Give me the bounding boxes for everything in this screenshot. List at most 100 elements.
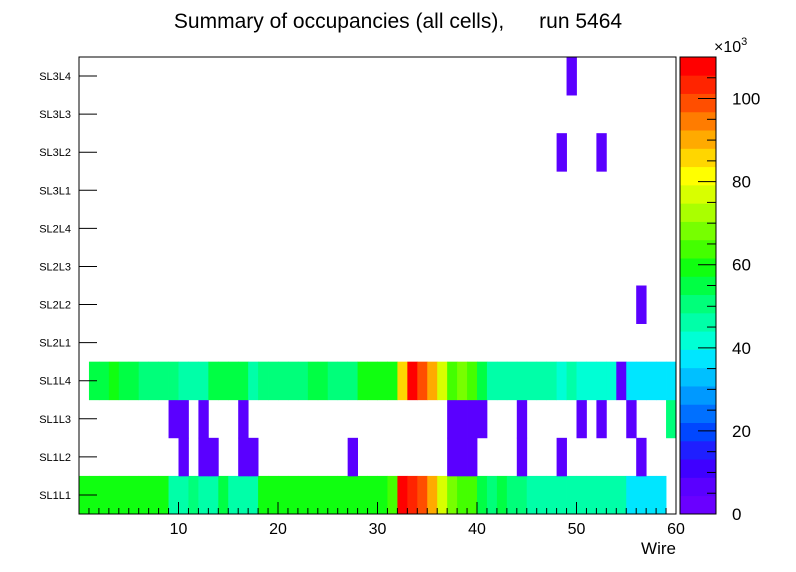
heatmap-cell xyxy=(566,475,577,515)
heatmap-cell xyxy=(158,475,169,515)
heatmap-cell xyxy=(198,399,209,439)
heatmap-cell xyxy=(606,361,617,401)
color-scale-band xyxy=(680,404,716,423)
heatmap-cell xyxy=(556,133,567,172)
heatmap-cell xyxy=(417,475,428,515)
heatmap-cell xyxy=(397,475,408,515)
heatmap-cell xyxy=(367,361,378,401)
y-tick-label: SL3L2 xyxy=(39,147,71,159)
heatmap-cell xyxy=(387,475,398,515)
color-scale-multiplier: ×103 xyxy=(714,36,747,56)
heatmap-cell xyxy=(457,437,468,477)
heatmap-cell xyxy=(447,437,458,477)
heatmap-cell xyxy=(198,475,209,515)
heatmap-cell xyxy=(516,399,528,439)
heatmap-cell xyxy=(337,361,349,401)
heatmap-cell xyxy=(98,475,110,515)
y-tick-label: SL1L4 xyxy=(39,376,71,388)
color-scale-tick-label: 60 xyxy=(732,256,751,275)
heatmap-cell xyxy=(616,475,627,515)
heatmap-cell xyxy=(556,475,567,515)
heatmap-cell xyxy=(516,437,528,477)
color-scale-band xyxy=(680,312,716,332)
heatmap-cell xyxy=(98,361,110,401)
heatmap-cell xyxy=(108,361,120,401)
x-tick-label: 20 xyxy=(269,521,287,538)
heatmap-cell xyxy=(198,437,209,477)
y-tick-label: SL2L3 xyxy=(39,261,71,273)
heatmap-cell xyxy=(178,437,189,477)
heatmap-cell xyxy=(417,361,428,401)
heatmap-cell xyxy=(556,437,567,477)
heatmap-cell xyxy=(118,475,130,515)
heatmap-cell xyxy=(238,399,249,439)
heatmap-cell xyxy=(198,361,209,401)
color-scale-band xyxy=(680,111,716,131)
heatmap-cell xyxy=(427,475,438,515)
heatmap-cell xyxy=(228,475,239,515)
color-scale-band xyxy=(680,440,716,460)
heatmap-cell xyxy=(138,475,150,515)
heatmap-cell xyxy=(178,399,189,439)
heatmap-cell xyxy=(347,437,358,477)
color-scale-band xyxy=(680,349,716,369)
heatmap-cell xyxy=(258,361,269,401)
heatmap-cell xyxy=(357,361,368,401)
heatmap-cell xyxy=(546,475,557,515)
heatmap-cell xyxy=(506,361,518,401)
x-tick-label: 40 xyxy=(468,521,486,538)
heatmap-cell xyxy=(178,475,189,515)
heatmap-cell xyxy=(457,399,468,439)
y-tick-label: SL3L4 xyxy=(39,71,71,83)
heatmap-cell xyxy=(626,361,637,401)
heatmap-cell xyxy=(596,475,607,515)
heatmap-cell xyxy=(377,475,388,515)
color-scale-band xyxy=(680,294,716,314)
color-scale-band xyxy=(680,184,716,204)
heatmap-cell xyxy=(576,361,587,401)
color-scale-bar xyxy=(680,57,716,515)
heatmap-cell xyxy=(238,437,249,477)
heatmap-cell xyxy=(496,361,508,401)
heatmap-cell xyxy=(656,475,667,515)
y-tick-label: SL1L1 xyxy=(39,490,71,502)
heatmap-cells xyxy=(79,57,677,515)
color-scale-tick-label: 40 xyxy=(732,339,751,358)
heatmap-cell xyxy=(457,475,468,515)
heatmap-cell xyxy=(168,399,179,439)
y-tick-label: SL2L4 xyxy=(39,223,71,235)
color-scale-tick-label: 20 xyxy=(732,422,751,441)
heatmap-cell xyxy=(447,475,458,515)
heatmap-cell xyxy=(387,361,398,401)
heatmap-cell xyxy=(576,399,587,439)
heatmap-cell xyxy=(307,475,319,515)
heatmap-cell xyxy=(317,475,329,515)
heatmap-cell xyxy=(467,361,478,401)
heatmap-cell xyxy=(287,475,299,515)
heatmap-cell xyxy=(496,475,508,515)
color-scale-band xyxy=(680,221,716,241)
heatmap-cell xyxy=(506,475,518,515)
color-scale-band xyxy=(680,130,716,149)
heatmap-cell xyxy=(596,361,607,401)
x-axis-label: Wire xyxy=(641,539,676,558)
heatmap-cell xyxy=(218,475,229,515)
color-scale-band xyxy=(680,422,716,442)
heatmap-cell xyxy=(477,475,488,515)
heatmap-cell xyxy=(168,475,179,515)
heatmap-cell xyxy=(596,133,607,172)
heatmap-cell xyxy=(297,361,309,401)
heatmap-cell xyxy=(238,475,249,515)
heatmap-cell xyxy=(278,361,289,401)
heatmap-cell xyxy=(248,475,259,515)
x-tick-label: 30 xyxy=(369,521,387,538)
heatmap-cell xyxy=(467,437,478,477)
heatmap-cell xyxy=(188,475,199,515)
heatmap-cell xyxy=(457,361,468,401)
heatmap-cell xyxy=(327,475,339,515)
heatmap-cell xyxy=(566,361,577,401)
axes: 10 20 30 40 50 60 SL1L1 SL1L2 SL1L3 SL1L4 SL2L1 SL2… xyxy=(39,71,685,538)
color-scale-band xyxy=(680,93,716,113)
heatmap-cell xyxy=(307,361,319,401)
color-scale-axis: 0 20 40 60 80 100 xyxy=(698,56,760,524)
